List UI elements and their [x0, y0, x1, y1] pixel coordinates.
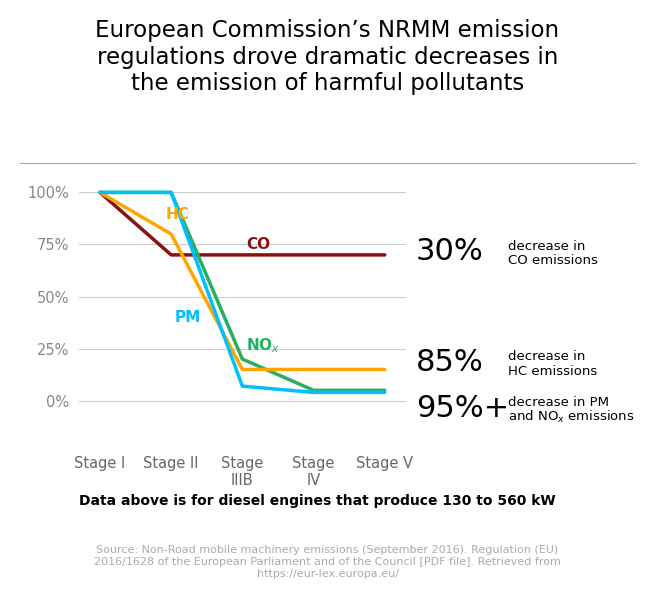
Text: HC: HC	[166, 207, 189, 222]
Text: CO emissions: CO emissions	[508, 255, 597, 267]
Text: NO$_x$: NO$_x$	[246, 337, 280, 356]
Text: European Commission’s NRMM emission
regulations drove dramatic decreases in
the : European Commission’s NRMM emission regu…	[96, 19, 559, 95]
Text: decrease in PM: decrease in PM	[508, 396, 608, 409]
Text: 85%: 85%	[416, 348, 483, 377]
Text: Source: Non-Road mobile machinery emissions (September 2016). Regulation (EU)
20: Source: Non-Road mobile machinery emissi…	[94, 545, 561, 579]
Text: Data above is for diesel engines that produce 130 to 560 kW: Data above is for diesel engines that pr…	[79, 494, 555, 508]
Text: HC emissions: HC emissions	[508, 365, 597, 378]
Text: decrease in: decrease in	[508, 350, 585, 364]
Text: 30%: 30%	[416, 238, 483, 267]
Text: CO: CO	[246, 237, 270, 251]
Text: decrease in: decrease in	[508, 240, 585, 253]
Text: and NO$_x$ emissions: and NO$_x$ emissions	[508, 409, 634, 425]
Text: PM: PM	[175, 310, 201, 325]
Text: 95%+: 95%+	[416, 395, 509, 423]
